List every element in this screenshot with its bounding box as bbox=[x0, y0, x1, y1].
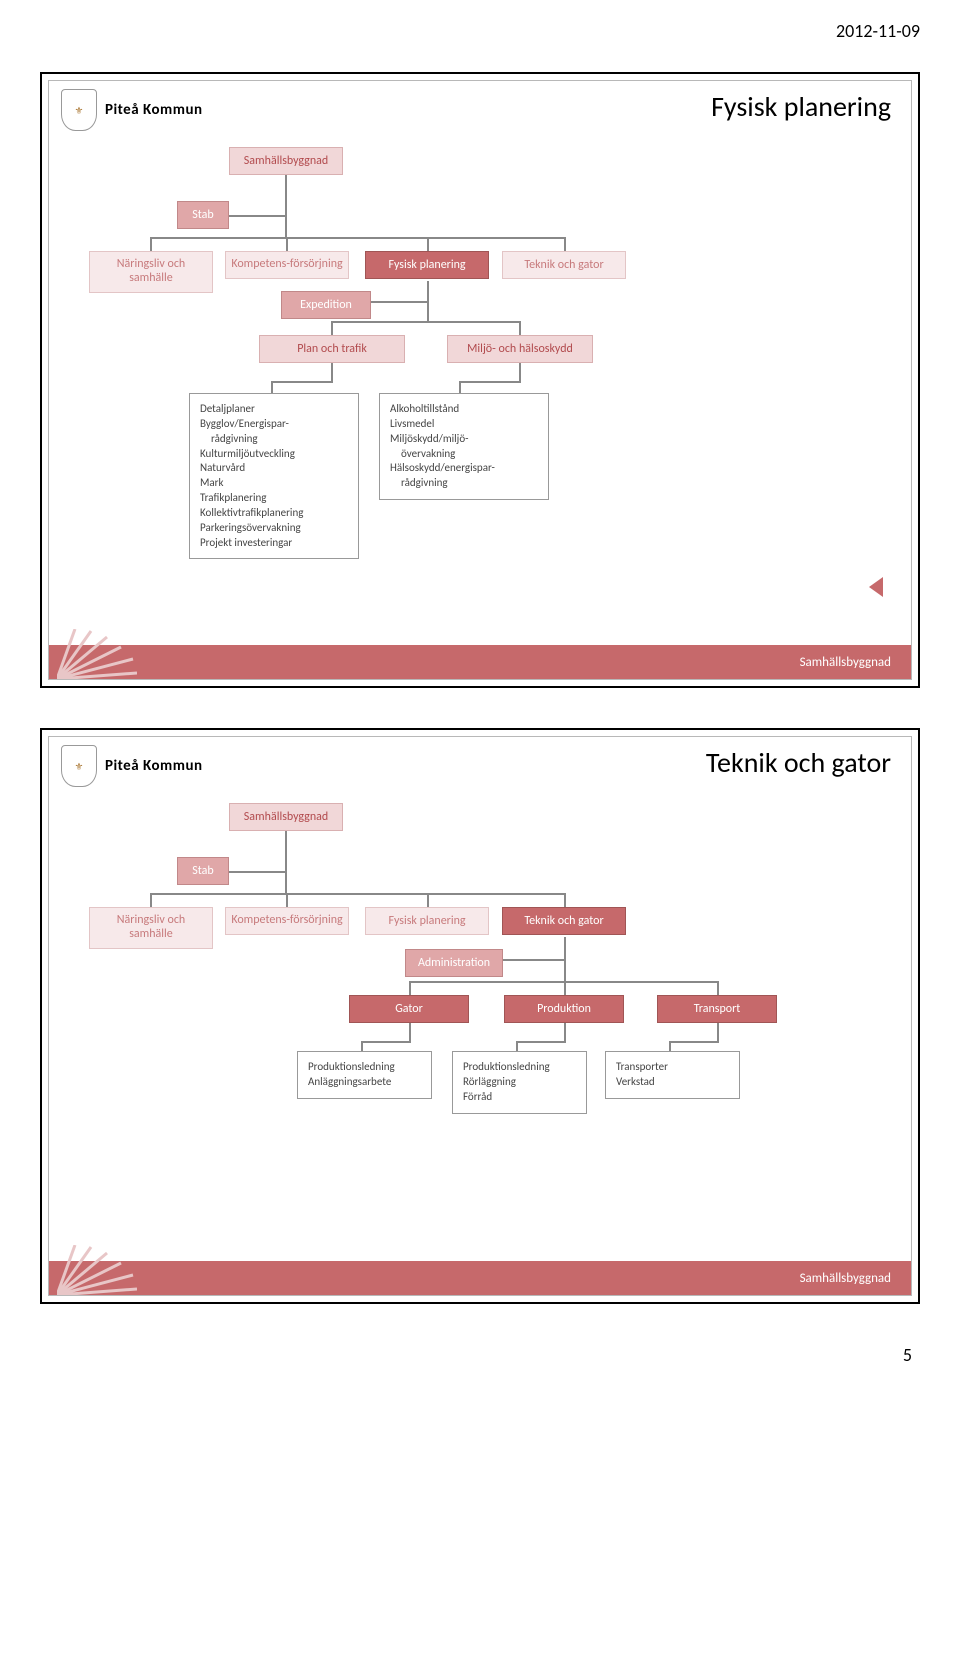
conn bbox=[369, 301, 429, 303]
details-2: AlkoholtillståndLivsmedelMiljöskydd/milj… bbox=[379, 393, 549, 500]
conn bbox=[286, 237, 288, 251]
conn bbox=[285, 197, 287, 237]
slide-inner: ⚜ Piteå Kommun Fysisk planering bbox=[48, 80, 912, 680]
slide-header: ⚜ Piteå Kommun Fysisk planering bbox=[49, 81, 911, 145]
sub-1: Miljö- och hälsoskydd bbox=[447, 335, 593, 363]
slide-header: ⚜ Piteå Kommun Teknik och gator bbox=[49, 737, 911, 801]
sub-0: Plan och trafik bbox=[259, 335, 405, 363]
sub-1: Produktion bbox=[504, 995, 624, 1023]
conn bbox=[285, 853, 287, 893]
conn bbox=[459, 381, 521, 383]
slide-2: ⚜ Piteå Kommun Teknik och gator bbox=[40, 728, 920, 1304]
conn bbox=[564, 237, 566, 251]
stab-box: Stab bbox=[177, 201, 229, 229]
conn bbox=[285, 831, 287, 853]
conn bbox=[331, 321, 333, 335]
conn bbox=[331, 361, 333, 381]
stab-box: Stab bbox=[177, 857, 229, 885]
conn bbox=[717, 981, 719, 995]
city-name: Piteå Kommun bbox=[105, 757, 203, 775]
back-icon[interactable] bbox=[869, 577, 883, 597]
expedition-box: Expedition bbox=[281, 291, 371, 319]
conn bbox=[717, 1021, 719, 1041]
conn bbox=[519, 361, 521, 381]
conn bbox=[564, 893, 566, 907]
footer-text: Samhällsbyggnad bbox=[800, 655, 891, 670]
conn bbox=[271, 381, 333, 383]
conn bbox=[409, 1021, 411, 1041]
details-2: ProduktionsledningRörläggningFörråd bbox=[452, 1051, 587, 1114]
footer-bar: Samhällsbyggnad bbox=[49, 645, 911, 679]
row1-2: Fysisk planering bbox=[365, 251, 489, 279]
sub-0: Gator bbox=[349, 995, 469, 1023]
root-box: Samhällsbyggnad bbox=[229, 147, 343, 175]
conn bbox=[427, 893, 429, 907]
conn bbox=[285, 175, 287, 197]
details-1: DetaljplanerBygglov/Energispar- rådgivni… bbox=[189, 393, 359, 559]
chart-area: Samhällsbyggnad Stab Näringsliv och samh… bbox=[49, 145, 911, 645]
row1-0: Näringsliv och samhälle bbox=[89, 251, 213, 293]
conn bbox=[501, 959, 566, 961]
footer-text: Samhällsbyggnad bbox=[800, 1271, 891, 1286]
conn bbox=[564, 981, 566, 995]
slide-1: ⚜ Piteå Kommun Fysisk planering bbox=[40, 72, 920, 688]
page-number: 5 bbox=[0, 1344, 960, 1396]
chart-area: Samhällsbyggnad Stab Näringsliv och samh… bbox=[49, 801, 911, 1261]
conn bbox=[516, 1041, 566, 1043]
conn bbox=[150, 237, 566, 239]
row1-3: Teknik och gator bbox=[502, 251, 626, 279]
row1-2: Fysisk planering bbox=[365, 907, 489, 935]
conn bbox=[669, 1041, 719, 1043]
conn bbox=[331, 321, 521, 323]
row1-1: Kompetens-försörjning bbox=[225, 251, 349, 279]
city-name: Piteå Kommun bbox=[105, 101, 203, 119]
row1-1: Kompetens-försörjning bbox=[225, 907, 349, 935]
slide-title: Teknik och gator bbox=[706, 745, 891, 780]
conn bbox=[564, 1021, 566, 1041]
slide-inner: ⚜ Piteå Kommun Teknik och gator bbox=[48, 736, 912, 1296]
row1-0: Näringsliv och samhälle bbox=[89, 907, 213, 949]
footer-bar: Samhällsbyggnad bbox=[49, 1261, 911, 1295]
page-date: 2012-11-09 bbox=[0, 0, 960, 42]
conn bbox=[150, 893, 566, 895]
conn bbox=[427, 237, 429, 251]
crest-icon: ⚜ bbox=[61, 89, 97, 131]
details-3: TransporterVerkstad bbox=[605, 1051, 740, 1099]
slide-title: Fysisk planering bbox=[711, 89, 891, 124]
row1-3: Teknik och gator bbox=[502, 907, 626, 935]
conn bbox=[227, 215, 287, 217]
crest-icon: ⚜ bbox=[61, 745, 97, 787]
conn bbox=[150, 237, 152, 251]
conn bbox=[519, 321, 521, 335]
conn bbox=[227, 871, 287, 873]
details-1: ProduktionsledningAnläggningsarbete bbox=[297, 1051, 432, 1099]
conn bbox=[286, 893, 288, 907]
admin-box: Administration bbox=[405, 949, 503, 977]
conn bbox=[361, 1041, 411, 1043]
sub-2: Transport bbox=[657, 995, 777, 1023]
conn bbox=[150, 893, 152, 907]
root-box: Samhällsbyggnad bbox=[229, 803, 343, 831]
conn bbox=[409, 981, 411, 995]
